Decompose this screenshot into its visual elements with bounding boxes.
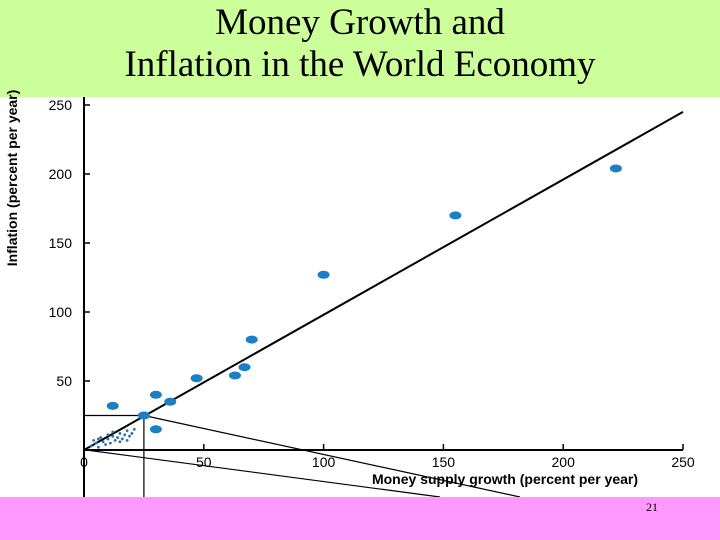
- title-band: [0, 0, 720, 97]
- cluster-point: [106, 437, 110, 441]
- slide-title: Money Growth and Inflation in the World …: [0, 2, 720, 86]
- slide-title-line-1: Money Growth and: [215, 2, 505, 43]
- data-points: [106, 164, 622, 434]
- cluster-point: [94, 441, 98, 445]
- y-tick-label: 100: [49, 304, 73, 320]
- reference-line-group: [83, 111, 684, 451]
- cluster-point: [96, 437, 100, 441]
- cluster-point: [125, 429, 129, 433]
- cluster-point: [111, 430, 115, 434]
- cluster-point: [120, 437, 124, 441]
- data-point: [190, 374, 203, 383]
- cluster-point: [123, 433, 127, 437]
- y-tick-label: 50: [56, 373, 72, 389]
- data-point: [245, 335, 258, 344]
- cluster-point: [101, 440, 105, 444]
- cluster-point: [108, 441, 112, 445]
- cluster-point: [113, 438, 117, 442]
- y-axis-label: Inflation (percent per year): [4, 90, 20, 267]
- x-tick-label: 50: [196, 454, 212, 470]
- data-point: [609, 164, 622, 173]
- data-point: [149, 390, 162, 399]
- cluster-point: [118, 440, 122, 444]
- cluster-point: [128, 434, 131, 438]
- zoom-callout-line: [85, 449, 441, 498]
- data-point: [228, 371, 241, 380]
- x-tick-label: 0: [80, 454, 88, 470]
- reference-line: [83, 111, 684, 451]
- data-point: [449, 211, 462, 220]
- cluster-point: [118, 432, 122, 435]
- data-point: [164, 397, 177, 406]
- cluster-point: [132, 427, 136, 431]
- cluster-point: [89, 444, 93, 448]
- cluster-points: [89, 427, 136, 449]
- data-point: [106, 401, 119, 410]
- cluster-point: [116, 436, 119, 439]
- x-tick-label: 100: [312, 454, 336, 470]
- data-point: [137, 411, 150, 420]
- y-tick-label: 250: [49, 97, 73, 113]
- cluster-point: [99, 436, 103, 439]
- data-point: [149, 425, 162, 434]
- data-point: [317, 270, 330, 279]
- data-point: [238, 363, 251, 372]
- x-tick-label: 150: [432, 454, 456, 470]
- x-tick-label: 200: [552, 454, 576, 470]
- x-axis-label: Money supply growth (percent per year): [372, 471, 638, 487]
- slide-number: 21: [646, 500, 658, 514]
- cluster-point: [111, 434, 115, 438]
- cluster-point: [106, 433, 110, 437]
- zoom-callout: [84, 414, 521, 498]
- chart-ticks: 0 50 100 150 200 250 50 100 150 200 250: [49, 97, 695, 470]
- cluster-point: [96, 445, 100, 449]
- y-tick-label: 150: [49, 235, 73, 251]
- footer-band: [0, 497, 720, 540]
- cluster-point: [125, 438, 129, 442]
- cluster-point: [130, 432, 134, 435]
- zoom-callout-line: [143, 414, 521, 498]
- chart-axes: [83, 97, 683, 497]
- y-tick-label: 200: [49, 166, 73, 182]
- slide-title-line-2: Inflation in the World Economy: [124, 44, 596, 85]
- x-tick-label: 250: [671, 454, 695, 470]
- cluster-point: [92, 438, 95, 442]
- cluster-point: [104, 443, 107, 446]
